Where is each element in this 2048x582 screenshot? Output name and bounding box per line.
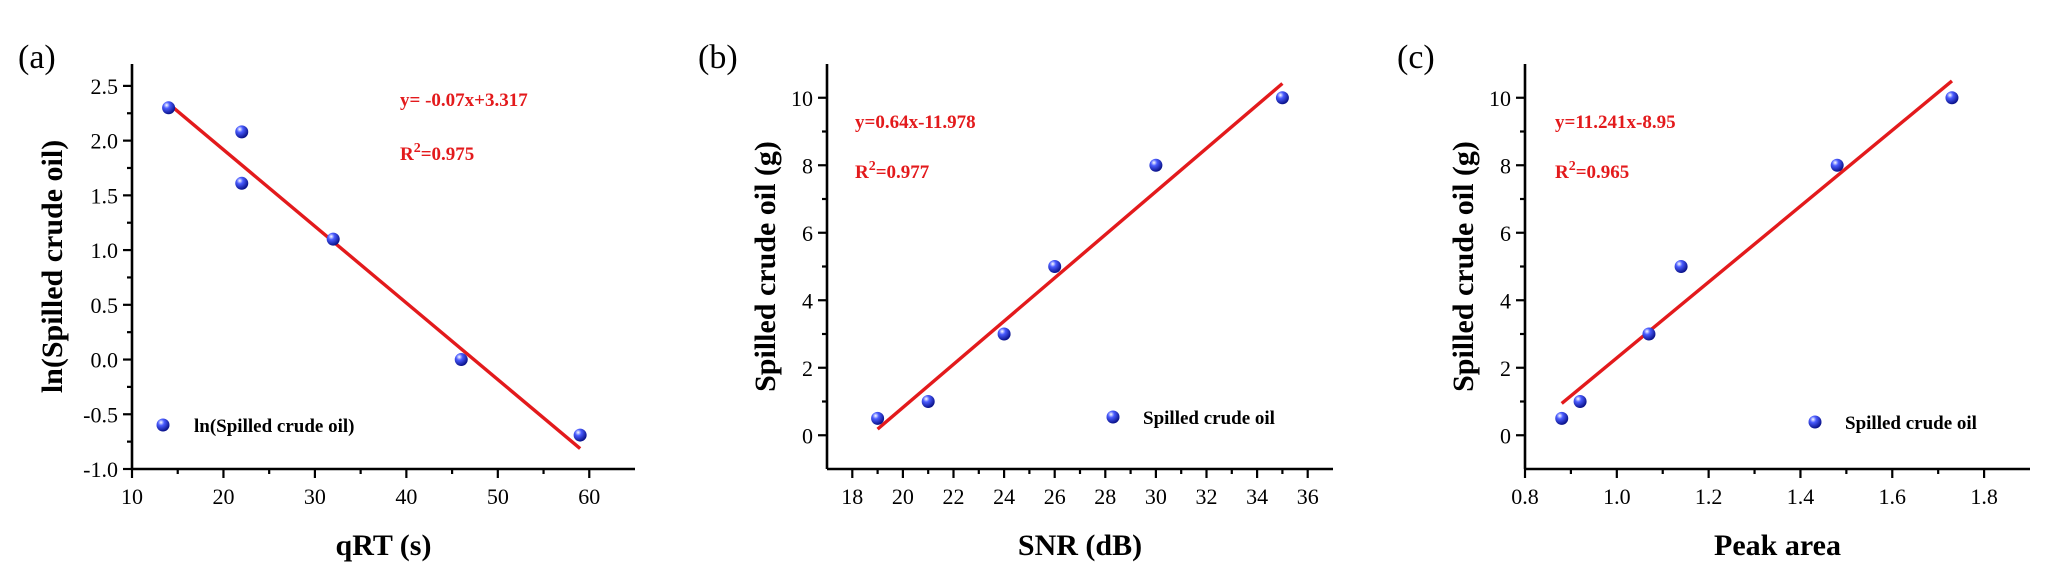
y-tick-label: 2.0 (91, 129, 119, 154)
y-tick-label: -1.0 (83, 457, 118, 482)
r-squared: R2=0.965 (1555, 159, 1629, 183)
data-point (1945, 91, 1959, 105)
panel-label: (c) (1397, 39, 1435, 76)
x-tick-label: 1.8 (1970, 484, 1998, 509)
x-tick-label: 18 (841, 484, 863, 509)
data-point (162, 101, 176, 115)
y-tick-label: 10 (1489, 86, 1511, 111)
panel-label: (b) (698, 39, 738, 76)
x-tick-label: 32 (1196, 484, 1218, 509)
data-point (1555, 411, 1569, 425)
y-tick-label: 1.5 (91, 183, 119, 208)
data-point (1149, 158, 1163, 172)
x-tick-label: 30 (1145, 484, 1167, 509)
y-tick-label: 6 (802, 221, 813, 246)
x-tick-label: 24 (993, 484, 1015, 509)
r-squared: R2=0.977 (855, 159, 930, 183)
fit-line (1560, 79, 1954, 405)
panel-label: (a) (18, 39, 56, 76)
y-tick-label: 0 (802, 423, 813, 448)
y-tick-label: 0.0 (91, 348, 119, 373)
x-tick-label: 34 (1246, 484, 1268, 509)
y-axis-label: Spilled crude oil (g) (1447, 141, 1480, 392)
y-tick-label: 2 (1500, 356, 1511, 381)
data-point (235, 176, 249, 190)
x-tick-label: 1.6 (1879, 484, 1907, 509)
x-tick-label: 10 (121, 484, 143, 509)
fit-line (167, 102, 582, 450)
y-tick-label: 2.5 (91, 74, 119, 99)
data-point (1275, 91, 1289, 105)
data-point (997, 327, 1011, 341)
x-tick-label: 0.8 (1511, 484, 1539, 509)
legend-label: Spilled crude oil (1143, 408, 1275, 429)
data-point (871, 411, 885, 425)
y-axis-label: Spilled crude oil (g) (749, 141, 782, 392)
y-tick-label: 6 (1500, 221, 1511, 246)
data-point (1048, 260, 1062, 273)
x-tick-label: 28 (1094, 484, 1116, 509)
fit-equation: y=0.64x-11.978 (855, 112, 976, 133)
x-tick-label: 22 (943, 484, 965, 509)
data-point (1674, 260, 1688, 273)
x-tick-label: 36 (1297, 484, 1319, 509)
y-tick-label: 0 (1500, 423, 1511, 448)
x-tick-label: 60 (578, 484, 600, 509)
y-tick-label: 4 (1500, 288, 1511, 313)
legend-marker (1106, 410, 1120, 424)
x-tick-label: 40 (395, 484, 417, 509)
data-point (326, 232, 340, 246)
fit-equation: y= -0.07x+3.317 (400, 90, 528, 111)
y-tick-label: 10 (791, 86, 813, 111)
y-tick-label: 4 (802, 288, 813, 313)
x-axis-label: SNR (dB) (1018, 529, 1142, 562)
x-tick-label: 20 (212, 484, 234, 509)
y-axis-label: ln(Spilled crude oil) (36, 140, 69, 393)
x-tick-label: 30 (304, 484, 326, 509)
data-point (921, 395, 935, 408)
x-tick-label: 1.0 (1603, 484, 1631, 509)
chart-panel-3: 0.8 1.0 1.2 1.4 1.6 1.8 0 2 4 6 8 10 Peak area Spille… (1397, 39, 2030, 562)
y-tick-label: 8 (1500, 153, 1511, 178)
x-tick-label: 1.2 (1695, 484, 1723, 509)
fit-equation: y=11.241x-8.95 (1555, 112, 1676, 133)
x-tick-label: 50 (487, 484, 509, 509)
y-tick-label: 8 (802, 153, 813, 178)
data-point (1642, 327, 1656, 341)
data-point (1830, 158, 1844, 172)
y-tick-label: 0.5 (91, 293, 119, 318)
x-axis-label: Peak area (1714, 529, 1841, 562)
fit-line (876, 82, 1284, 431)
x-axis-label: qRT (s) (336, 529, 432, 562)
data-point (235, 125, 249, 139)
legend-label: Spilled crude oil (1845, 413, 1977, 434)
r-squared: R2=0.975 (400, 141, 474, 165)
x-tick-label: 1.4 (1787, 484, 1815, 509)
legend-marker (1808, 415, 1822, 429)
chart-panel-1: 10 20 30 40 50 60 -1.0 -0.5 0.0 0.5 1.0 1.5 2.0 2.5 qR… (18, 39, 635, 562)
data-point (454, 353, 468, 367)
legend-label: ln(Spilled crude oil) (194, 416, 354, 437)
x-tick-label: 20 (892, 484, 914, 509)
y-tick-label: -0.5 (83, 402, 118, 427)
y-tick-label: 2 (802, 356, 813, 381)
x-tick-label: 26 (1044, 484, 1066, 509)
data-point (1573, 395, 1587, 408)
legend-marker (156, 418, 170, 432)
data-point (573, 428, 587, 442)
y-tick-label: 1.0 (91, 238, 119, 263)
